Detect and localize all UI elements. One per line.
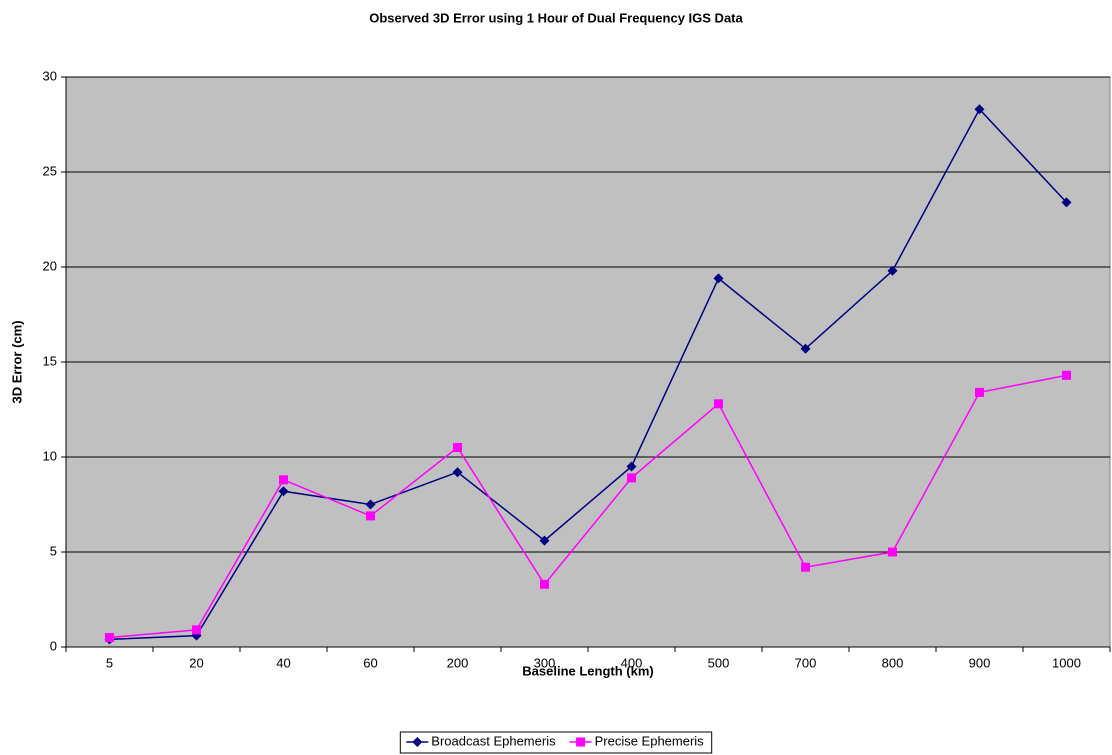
x-tick-label: 500 — [708, 655, 730, 670]
marker — [278, 486, 289, 497]
marker — [539, 535, 550, 546]
x-tick-label: 900 — [969, 655, 991, 670]
marker — [540, 579, 549, 589]
y-tick-label: 25 — [43, 163, 57, 178]
marker — [412, 737, 423, 747]
y-tick-label: 15 — [43, 353, 57, 368]
x-tick-label: 20 — [189, 655, 203, 670]
marker — [801, 562, 810, 572]
y-tick-label: 20 — [43, 258, 57, 273]
y-tick-label: 5 — [50, 543, 57, 558]
legend-label: Broadcast Ephemeris — [431, 733, 556, 748]
marker — [627, 473, 636, 483]
x-tick-label: 400 — [621, 655, 643, 670]
marker — [714, 399, 723, 409]
marker — [713, 273, 724, 284]
legend: Broadcast Ephemeris Precise Ephemeris — [399, 731, 713, 754]
series-line — [109, 374, 1067, 639]
marker — [192, 625, 201, 635]
chart-title: Observed 3D Error using 1 Hour of Dual F… — [369, 10, 743, 25]
marker — [279, 475, 288, 485]
x-tick-label: 1000 — [1052, 655, 1081, 670]
marker — [105, 633, 114, 642]
marker — [974, 104, 985, 115]
marker — [975, 387, 984, 397]
x-tick-label: 700 — [795, 655, 817, 670]
y-axis-label: 3D Error (cm) — [9, 320, 24, 403]
marker — [576, 737, 586, 747]
y-tick-label: 10 — [43, 448, 57, 463]
x-tick-label: 300 — [534, 655, 556, 670]
marker — [887, 265, 898, 276]
marker — [800, 343, 811, 354]
series-line — [109, 108, 1068, 641]
x-tick-label: 40 — [276, 655, 290, 670]
marker — [452, 467, 463, 478]
marker — [453, 443, 462, 452]
x-tick-label: 60 — [363, 655, 377, 670]
y-tick-label: 30 — [43, 68, 57, 83]
x-tick-label: 5 — [106, 655, 113, 670]
marker — [366, 511, 375, 521]
marker — [365, 499, 376, 510]
x-axis-label: Baseline Length (km) — [522, 663, 653, 678]
marker — [888, 547, 897, 557]
legend-box — [399, 731, 713, 754]
x-tick-label: 800 — [882, 655, 904, 670]
y-tick-label: 0 — [50, 638, 57, 653]
legend-label: Precise Ephemeris — [595, 733, 705, 748]
marker — [1061, 197, 1072, 208]
marker — [1062, 370, 1071, 380]
marker — [626, 461, 637, 472]
x-tick-label: 200 — [447, 655, 469, 670]
